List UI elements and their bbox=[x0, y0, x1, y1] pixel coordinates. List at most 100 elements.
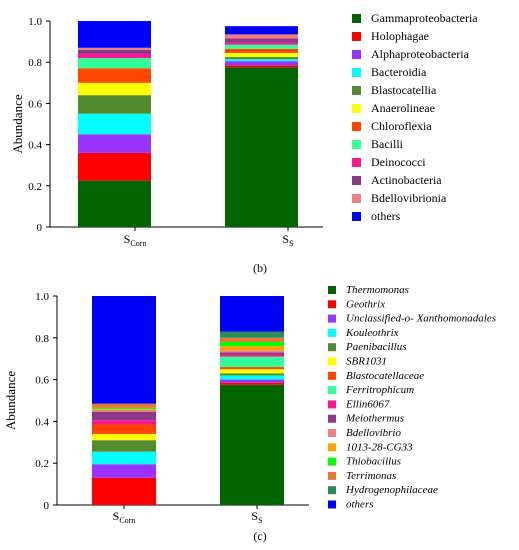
panelc-legend-swatch bbox=[328, 328, 336, 337]
panelb-legend-label: Alphaproteobacteria bbox=[371, 47, 470, 61]
panelc-legend-swatch bbox=[328, 443, 336, 452]
panelb-legend-swatch bbox=[352, 68, 361, 77]
panelc-legend-label: Hydrogenophilaceae bbox=[345, 484, 438, 496]
panelc-legend-swatch bbox=[328, 486, 336, 495]
panelb-legend-swatch bbox=[352, 50, 361, 59]
panelb-legend-label: Holophagae bbox=[371, 29, 429, 43]
panelc-bar-segment-ellin6067 bbox=[92, 420, 156, 425]
panelc-legend-swatch bbox=[328, 414, 336, 423]
panelb-panel-label: (b) bbox=[253, 261, 267, 275]
panelb-bar-segment-chloroflexia bbox=[78, 68, 151, 83]
panelb-legend-label: Deinococci bbox=[371, 155, 426, 169]
panelb-legend-swatch bbox=[352, 104, 361, 113]
panelb-legend-swatch bbox=[352, 140, 361, 149]
panelc-legend-label: Blastocatellaceae bbox=[346, 370, 424, 382]
panelc-bar-segment-terrimonas bbox=[92, 403, 156, 408]
panelc-legend-swatch bbox=[328, 371, 336, 380]
panelc-bar-segment-blastocatellaceae bbox=[220, 367, 284, 370]
panelc-legend-label: Thiobacillus bbox=[346, 456, 401, 468]
panelc-legend-swatch bbox=[328, 314, 336, 323]
panelc-y-tick-label: 0.8 bbox=[35, 333, 49, 345]
panelc-legend-swatch bbox=[328, 300, 336, 309]
panelb-bar-segment-deinococci bbox=[78, 53, 151, 59]
panelb-y-tick-label: 0.6 bbox=[28, 98, 42, 110]
panelc-y-tick-label: 0.2 bbox=[35, 458, 49, 470]
panelc-legend-swatch bbox=[328, 357, 336, 366]
panelb-legend-swatch bbox=[352, 86, 361, 95]
panelb-legend-swatch bbox=[352, 32, 361, 41]
panelc-bar-segment-blastocatellaceae bbox=[92, 424, 156, 434]
panelc-legend-label: Unclassified-o- Xanthomonadales bbox=[346, 313, 496, 325]
panelb-bar-segment-others bbox=[225, 26, 298, 35]
panelb-legend-swatch bbox=[352, 14, 361, 23]
panelc-legend-swatch bbox=[328, 400, 336, 409]
panelc-bar-segment-kouleothrix bbox=[220, 375, 284, 380]
panelc-legend-label: Ellin6067 bbox=[345, 398, 390, 410]
panelc-bar-segment-thiobacillus bbox=[220, 341, 284, 347]
panelc-bar-segment-bdellovibrio bbox=[220, 350, 284, 353]
panelc-legend-label: others bbox=[346, 499, 374, 511]
panelc-bar-segment-thiobacillus bbox=[92, 407, 156, 409]
panelc-bar-segment-hydrogenophilaceae bbox=[220, 331, 284, 338]
panelb-bar-segment-chloroflexia bbox=[225, 48, 298, 53]
panelc-legend-label: Thermomonas bbox=[346, 284, 409, 296]
panelb-bar-segment-holophagae bbox=[78, 152, 151, 181]
panelb-y-tick-label: 1.0 bbox=[28, 16, 42, 28]
panelb-bar-segment-bacilli bbox=[78, 58, 151, 69]
panelb-bar-segment-bacilli bbox=[225, 44, 298, 49]
panelc-bar-segment-paenibacillus bbox=[92, 440, 156, 452]
panelc-bar-segment-others bbox=[220, 296, 284, 332]
panelb-y-tick-label: 0.8 bbox=[28, 57, 42, 69]
panelc-y-tick-label: 0 bbox=[44, 500, 50, 512]
panelc-legend-label: Meiothermus bbox=[345, 413, 404, 425]
panelb-legend-swatch bbox=[352, 122, 361, 131]
panelc-legend-label: Paenibacillus bbox=[345, 341, 407, 353]
panelc-bar-segment-ferritrophicum bbox=[220, 356, 284, 368]
panelb-category-label: SS bbox=[282, 232, 293, 248]
panelb-bar-segment-bacteroidia bbox=[225, 59, 298, 62]
panelb-legend-label: Chloroflexia bbox=[371, 119, 432, 133]
panelc-bar-segment-1013-28-cg33 bbox=[220, 346, 284, 351]
panelc-legend-swatch bbox=[328, 500, 336, 509]
panelb-bar-segment-others bbox=[78, 21, 151, 48]
panelb-legend-swatch bbox=[352, 212, 361, 221]
panelc-legend-label: SBR1031 bbox=[346, 356, 387, 368]
panelc-bar-segment-thermomonas bbox=[220, 384, 284, 505]
panelb-bar-segment-gammaproteobacteria bbox=[225, 67, 298, 227]
panelc-bar-segment-terrimonas bbox=[220, 337, 284, 342]
panelc-panel-label: (c) bbox=[253, 529, 266, 543]
panelb-bar-segment-bdellovibrionia bbox=[225, 34, 298, 39]
panelc-legend-swatch bbox=[328, 286, 336, 294]
panelb-legend-swatch bbox=[352, 194, 361, 203]
panelc-bar-segment-geothrix bbox=[220, 382, 284, 385]
panelb-y-tick-label: 0.4 bbox=[28, 140, 42, 152]
panelc-y-axis-label: Abundance bbox=[3, 371, 18, 430]
panelb-bar-segment-blastocatellia bbox=[225, 57, 298, 60]
panelb-legend-swatch bbox=[352, 158, 361, 167]
panelc-bar-segment-geothrix bbox=[92, 477, 156, 505]
panelc-legend-swatch bbox=[328, 386, 336, 395]
panelb-bar-segment-deinococci bbox=[225, 42, 298, 45]
panelb-bar-segment-actinobacteria bbox=[225, 38, 298, 43]
panelc-legend-label: Geothrix bbox=[346, 298, 385, 310]
panelc-legend-swatch bbox=[328, 457, 336, 466]
panelb-category-label: SCorn bbox=[124, 232, 147, 248]
panelc-legend-label: Terrimonas bbox=[346, 470, 396, 482]
panelb-legend-label: Anaerolineae bbox=[371, 101, 435, 115]
panelc-y-tick-label: 0.6 bbox=[35, 375, 49, 387]
panelb-bar-segment-anaerolineae bbox=[225, 52, 298, 58]
panelc-bar-segment-bdellovibrio bbox=[92, 409, 156, 412]
panelb-legend-label: Bacilli bbox=[371, 137, 404, 151]
panelb-bar-segment-alphaproteobacteria bbox=[225, 61, 298, 66]
panelb-bar-segment-alphaproteobacteria bbox=[78, 134, 151, 153]
panelc-y-tick-label: 0.4 bbox=[35, 416, 49, 428]
panelc-y-tick-label: 1.0 bbox=[35, 291, 49, 303]
panelc-bar-segment-unclassified-o-xanthomonadales bbox=[220, 379, 284, 383]
panelc-legend-swatch bbox=[328, 429, 336, 437]
panelc-category-label: SCorn bbox=[113, 509, 136, 525]
panelc-legend-swatch bbox=[328, 343, 336, 352]
panelb-legend-label: Actinobacteria bbox=[371, 173, 442, 187]
panelb-y-tick-label: 0.2 bbox=[28, 181, 42, 193]
panelc-bar-segment-paenibacillus bbox=[220, 373, 284, 376]
